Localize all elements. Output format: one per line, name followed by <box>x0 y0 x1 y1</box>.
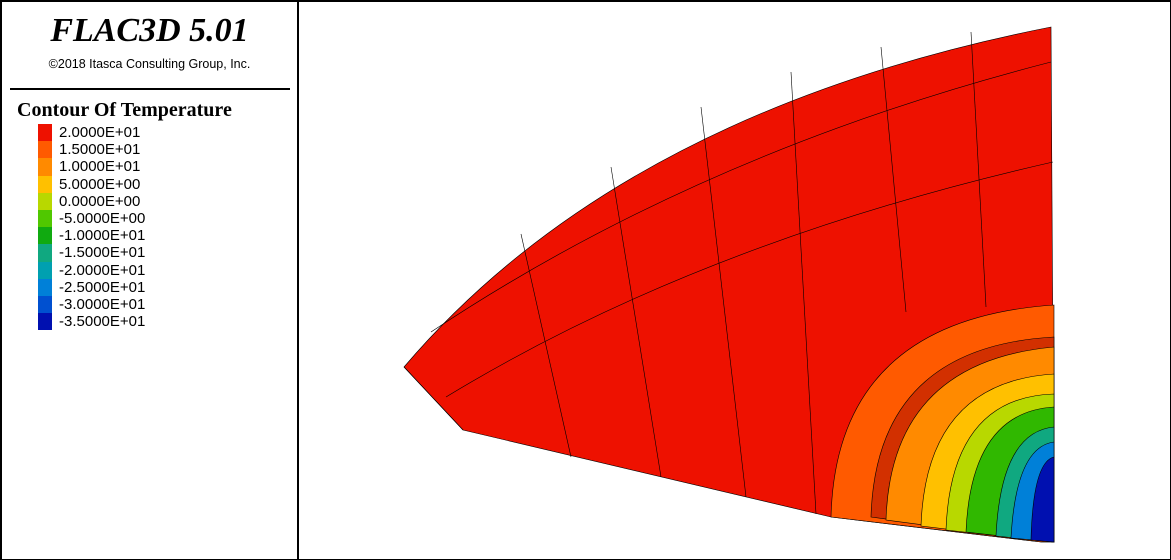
legend-label: -5.0000E+00 <box>59 210 146 228</box>
legend-swatch <box>38 158 52 176</box>
legend-label: 2.0000E+01 <box>59 124 141 142</box>
legend-entry: 1.5000E+01 <box>38 141 145 159</box>
legend-label: -2.0000E+01 <box>59 261 146 279</box>
legend-entry: 5.0000E+00 <box>38 175 145 193</box>
legend-label: 1.0000E+01 <box>59 158 141 176</box>
legend-label: 0.0000E+00 <box>59 192 141 210</box>
mesh <box>430 31 1054 515</box>
legend-entries: 2.0000E+01 1.5000E+01 1.0000E+01 5.0000E+00… <box>38 124 146 331</box>
divider <box>10 88 290 90</box>
legend-entry: -5.0000E+00 <box>38 209 146 228</box>
legend-label: -2.5000E+01 <box>59 278 146 296</box>
legend-swatch <box>38 261 52 279</box>
legend-panel: FLAC3D 5.01 ©2018 Itasca Consulting Grou… <box>0 0 298 560</box>
zone <box>1030 456 1055 543</box>
legend-swatch <box>38 313 52 331</box>
legend-entry: -3.0000E+01 <box>38 295 146 314</box>
legend-entry: -2.0000E+01 <box>38 261 146 279</box>
legend-label: -3.0000E+01 <box>59 295 146 313</box>
legend-swatch <box>38 244 52 262</box>
legend-entry: -2.5000E+01 <box>38 278 146 296</box>
legend-title: Contour Of Temperature <box>17 99 232 121</box>
legend-swatch <box>38 175 52 193</box>
legend-label: -3.5000E+01 <box>59 313 146 331</box>
legend-swatch <box>38 209 52 228</box>
legend-label: -1.5000E+01 <box>59 244 146 262</box>
legend-swatch <box>38 278 52 296</box>
plot-panel <box>298 0 1171 560</box>
edge <box>403 366 464 431</box>
legend-swatch <box>38 141 52 159</box>
legend-swatch <box>38 124 52 142</box>
legend-entry: 0.0000E+00 <box>38 192 145 210</box>
legend-entry: -1.5000E+01 <box>38 244 146 262</box>
legend-entry: -1.0000E+01 <box>38 227 146 245</box>
legend-label: 5.0000E+00 <box>59 175 141 193</box>
legend-swatch <box>38 227 52 245</box>
legend-entry: 1.0000E+01 <box>38 158 145 176</box>
legend-entry: 2.0000E+01 <box>38 124 145 142</box>
legend-label: -1.0000E+01 <box>59 227 146 245</box>
model-view <box>403 26 1055 543</box>
copyright: ©2018 Itasca Consulting Group, Inc. <box>48 57 251 71</box>
legend-swatch <box>38 295 52 314</box>
legend-swatch <box>38 192 52 210</box>
app-title: FLAC3D 5.01 <box>50 12 249 49</box>
legend-entry: -3.5000E+01 <box>38 313 146 331</box>
legend-label: 1.5000E+01 <box>59 141 141 159</box>
